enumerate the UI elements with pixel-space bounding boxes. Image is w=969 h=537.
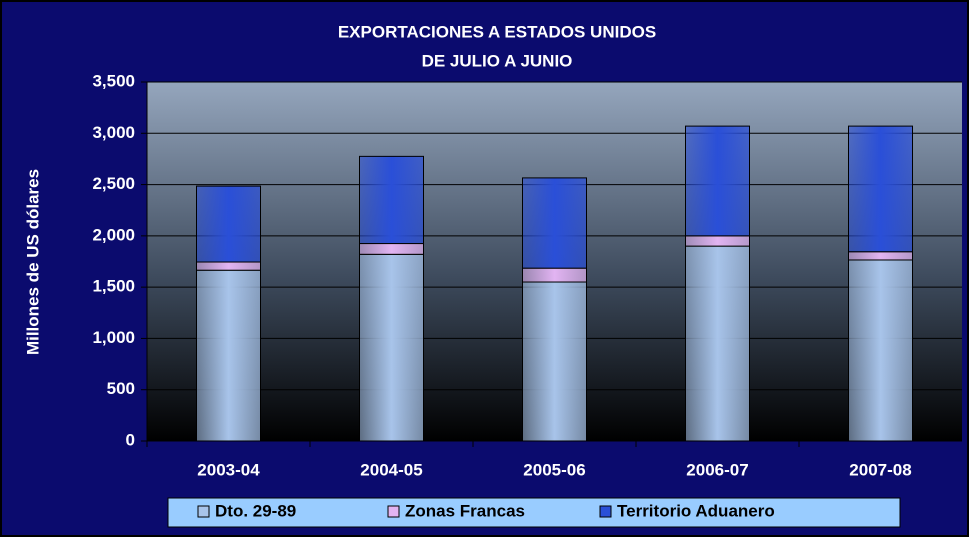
x-tick-label: 2006-07 (686, 460, 748, 479)
bar-segment (359, 253, 424, 442)
y-tick-label: 0 (126, 430, 135, 449)
chart-title: EXPORTACIONES A ESTADOS UNIDOS (338, 22, 656, 41)
y-tick-label: 2,000 (92, 225, 135, 244)
legend-swatch (599, 505, 612, 518)
legend-label: Zonas Francas (405, 501, 525, 520)
bar-segment (359, 243, 424, 255)
chart-subtitle: DE JULIO A JUNIO (422, 51, 573, 70)
y-tick-label: 2,500 (92, 174, 135, 193)
y-tick-label: 3,500 (92, 71, 135, 90)
bar-segment (522, 281, 587, 442)
legend-label: Territorio Aduanero (617, 501, 775, 520)
legend-swatch (197, 505, 210, 518)
bar-segment (848, 251, 913, 261)
x-tick-label: 2004-05 (360, 460, 422, 479)
y-tick-label: 500 (107, 379, 135, 398)
y-tick-label: 3,000 (92, 123, 135, 142)
bar-segment (196, 261, 261, 271)
bar-segment (196, 185, 261, 263)
y-axis-label: Millones de US dólares (23, 169, 42, 355)
legend-swatch (387, 505, 400, 518)
bar-segment (848, 125, 913, 253)
bar-segment (522, 267, 587, 283)
legend (167, 497, 901, 528)
y-tick-label: 1,000 (92, 328, 135, 347)
bar-segment (848, 259, 913, 442)
bar-segment (196, 269, 261, 442)
legend-label: Dto. 29-89 (215, 501, 296, 520)
bar-segment (359, 155, 424, 245)
bar-segment (685, 125, 750, 237)
x-tick-label: 2007-08 (849, 460, 911, 479)
x-tick-label: 2005-06 (523, 460, 585, 479)
bar-segment (685, 235, 750, 247)
bar-segment (522, 177, 587, 269)
x-tick-label: 2003-04 (197, 460, 260, 479)
bar-segment (685, 245, 750, 442)
y-tick-label: 1,500 (92, 277, 135, 296)
